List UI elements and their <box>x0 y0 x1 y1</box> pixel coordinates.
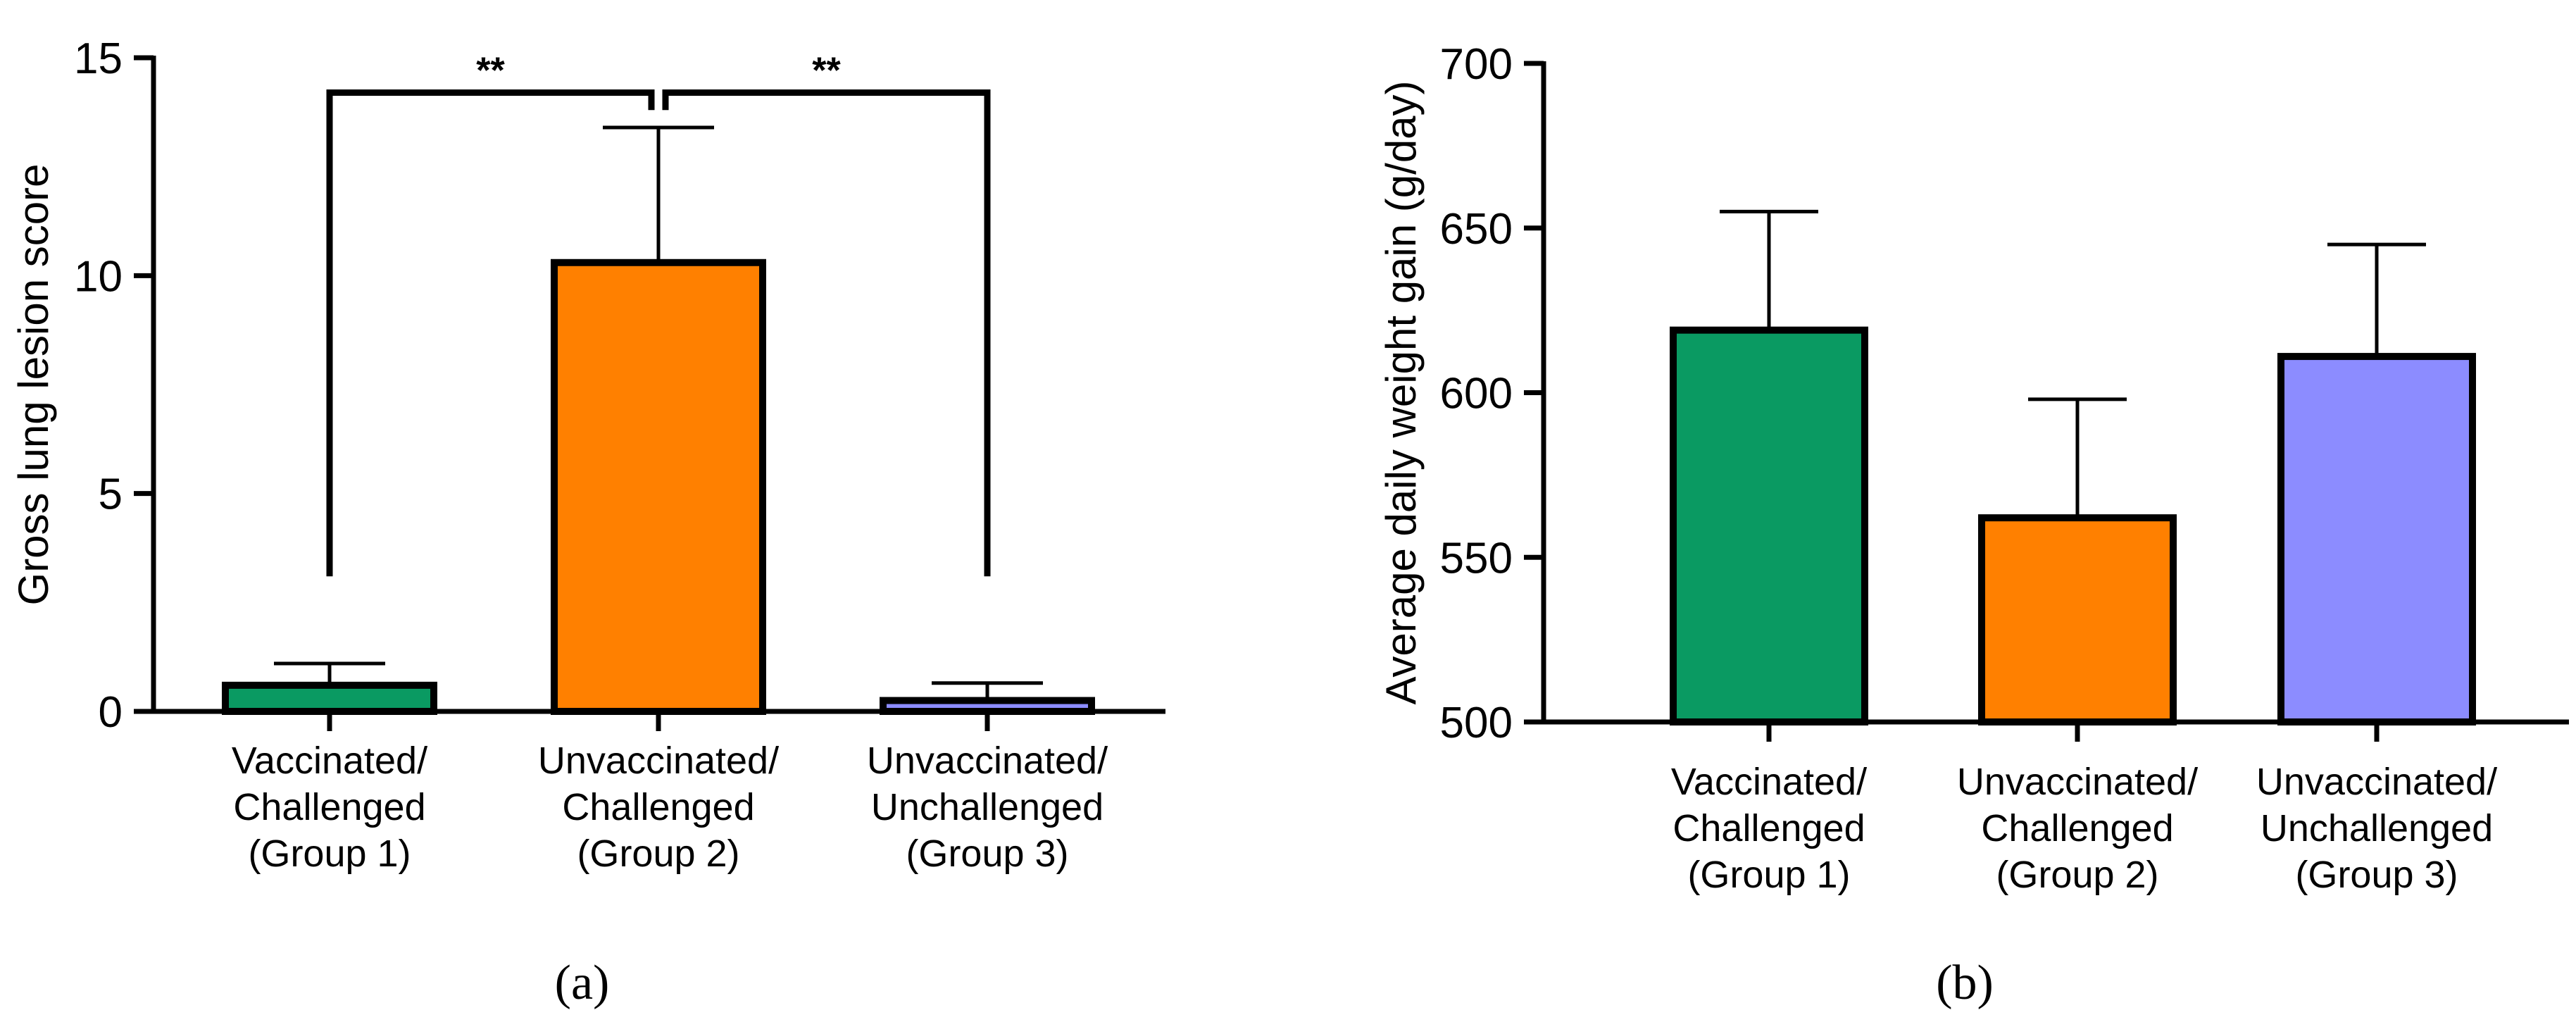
y-tick-label: 10 <box>74 252 123 301</box>
y-tick-label: 5 <box>99 471 123 519</box>
bar-group-2 <box>551 258 766 716</box>
bar-group-1 <box>222 681 437 716</box>
x-tick-label-group-2: Unvaccinated/Challenged (Group 2) <box>538 740 779 875</box>
x-tick-label-line: Vaccinated/ <box>232 740 427 782</box>
x-tick-label-line: Unvaccinated/ <box>1957 761 2198 803</box>
x-tick-label-line: Challenged <box>1981 807 2173 849</box>
x-tick-label-line: (Group 2) <box>577 833 739 875</box>
x-tick-label-line: Unvaccinated/ <box>867 740 1108 782</box>
x-tick-label-line: Unchallenged <box>2261 807 2493 849</box>
panel-label: (b) <box>1936 956 1994 1010</box>
x-tick-label-line: Unvaccinated/ <box>538 740 779 782</box>
bar-group-1 <box>1670 326 1868 725</box>
x-tick-label-group-1: Vaccinated/Challenged (Group 1) <box>1671 761 1867 896</box>
x-tick-label-line: Vaccinated/ <box>1671 761 1867 803</box>
x-tick-label-line: Challenged <box>233 786 425 828</box>
x-tick-label-group-3: Unvaccinated/Unchallenged (Group 3) <box>2256 761 2497 896</box>
x-tick-label-group-2: Unvaccinated/Challenged (Group 2) <box>1957 761 2198 896</box>
bar-group-3 <box>2277 353 2476 725</box>
x-tick-label-line: Challenged <box>1672 807 1865 849</box>
x-tick-label-line: (Group 1) <box>248 833 411 875</box>
significance-bracket-1 <box>326 89 655 577</box>
x-tick-label-group-3: Unvaccinated/Unchallenged (Group 3) <box>867 740 1108 875</box>
x-tick-label-line: (Group 3) <box>2295 854 2458 896</box>
y-tick-label: 550 <box>1440 534 1513 583</box>
y-tick-label: 500 <box>1440 699 1513 747</box>
x-tick-label-line: (Group 1) <box>1687 854 1850 896</box>
y-tick-label: 0 <box>99 688 123 737</box>
significance-bracket-2 <box>662 89 991 577</box>
chart-panel-a: 0 5 10 15 Vaccinated/Challenged (Group 1) Unva… <box>10 35 1165 1010</box>
x-tick-label-line: Challenged <box>562 786 754 828</box>
panel-label: (a) <box>555 956 610 1010</box>
x-tick-label-line: Unvaccinated/ <box>2256 761 2497 803</box>
significance-label-2: ** <box>812 50 841 91</box>
x-tick-label-line: Unchallenged <box>871 786 1103 828</box>
y-tick-label: 600 <box>1440 370 1513 418</box>
significance-label-1: ** <box>476 50 505 91</box>
y-axis-title: Average daily weight gain (g/day) <box>1377 80 1425 704</box>
x-tick-label-line: (Group 2) <box>1996 854 2158 896</box>
x-tick-label-line: (Group 3) <box>906 833 1068 875</box>
x-tick-label-group-1: Vaccinated/Challenged (Group 1) <box>232 740 427 875</box>
bar-group-2 <box>1978 514 2177 726</box>
y-tick-label: 15 <box>74 35 123 83</box>
y-axis-title: Gross lung lesion score <box>10 164 57 606</box>
y-tick-label: 700 <box>1440 40 1513 89</box>
y-tick-label: 650 <box>1440 205 1513 254</box>
chart-panel-b: 500 550 600 650 700 Vaccinated/Challenged (Gro… <box>1377 40 2569 1010</box>
